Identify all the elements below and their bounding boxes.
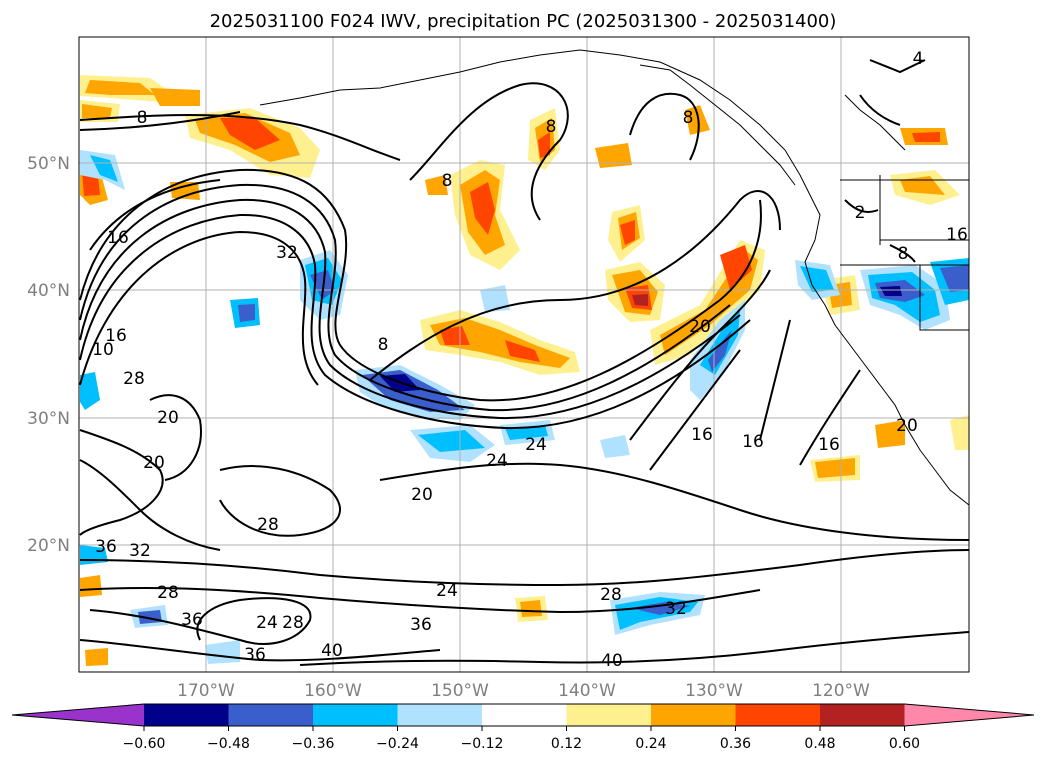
contour-label: 32 [129, 541, 151, 561]
lon-label-160w: 160°W [304, 681, 362, 701]
contour-label: 16 [107, 228, 129, 248]
colorbar-swatch [144, 704, 229, 726]
contour-label: 8 [546, 117, 557, 137]
contour-label: 8 [442, 171, 453, 191]
lat-axis: 50°N 40°N 30°N 20°N [27, 154, 70, 556]
lat-label-40n: 40°N [27, 281, 70, 301]
contour-label: 32 [665, 599, 687, 619]
contour-label: 4 [913, 49, 924, 69]
contour-label: 20 [411, 485, 433, 505]
colorbar-swatch [397, 704, 482, 726]
map-frame [78, 36, 970, 673]
colorbar-swatch [566, 704, 651, 726]
contour-label: 16 [818, 435, 840, 455]
colorbar-tick-label: 0.48 [804, 736, 835, 752]
colorbar-swatch [820, 704, 905, 726]
contour-label: 24 [486, 451, 508, 471]
contour-label: 8 [378, 335, 389, 355]
contour-label: 36 [410, 615, 432, 635]
lon-label-170w: 170°W [177, 681, 235, 701]
colorbar-tick-label: −0.12 [461, 736, 504, 752]
colorbar-swatch [904, 704, 1034, 726]
gridlines [79, 37, 969, 672]
contour-label: 20 [157, 408, 179, 428]
lon-label-150w: 150°W [431, 681, 489, 701]
contour-label: 16 [742, 432, 764, 452]
contour-label: 2 [855, 203, 866, 223]
lon-label-130w: 130°W [685, 681, 743, 701]
lat-label-50n: 50°N [27, 154, 70, 174]
lon-label-120w: 120°W [812, 681, 870, 701]
colorbar-tick-label: −0.48 [207, 736, 250, 752]
colorbar-swatch [313, 704, 398, 726]
colorbar-swatch [12, 704, 144, 726]
contour-label: 36 [95, 537, 117, 557]
colorbar-swatch [735, 704, 820, 726]
contour-label: 20 [689, 317, 711, 337]
colorbar-tick-label: −0.36 [292, 736, 335, 752]
colorbar-tick-label: 0.60 [889, 736, 920, 752]
lat-label-30n: 30°N [27, 409, 70, 429]
contour-label: 20 [143, 453, 165, 473]
contour-label: 28 [123, 369, 145, 389]
colorbar-tick-label: 0.12 [551, 736, 582, 752]
contour-label: 20 [896, 416, 918, 436]
lon-axis: 170°W 160°W 150°W 140°W 130°W 120°W [177, 681, 870, 701]
colorbar-swatch [228, 704, 313, 726]
colorbar-tick-label: 0.36 [720, 736, 751, 752]
contour-label: 8 [898, 244, 909, 264]
map-title: 2025031100 F024 IWV, precipitation PC (2… [210, 11, 837, 32]
colorbar-swatch [651, 704, 736, 726]
contour-label: 36 [244, 645, 266, 665]
contour-label: 40 [601, 651, 623, 671]
contour-labels: 4 8 8 8 8 8 8 16 16 16 16 16 16 20 20 20… [92, 49, 968, 671]
iwv-contours [79, 59, 969, 666]
contour-label: 24 [525, 435, 547, 455]
colorbar-swatch [482, 704, 567, 726]
contour-label: 28 [600, 585, 622, 605]
contour-label: 32 [276, 243, 298, 263]
contour-label: 28 [257, 515, 279, 535]
contour-label: 16 [105, 326, 127, 346]
contour-label: 16 [691, 425, 713, 445]
colorbar-tick-label: −0.24 [376, 736, 419, 752]
coastlines [259, 49, 969, 506]
contour-label: 40 [321, 641, 343, 661]
colorbar-tick-label: 0.24 [635, 736, 666, 752]
contour-label: 24 [436, 581, 458, 601]
contour-label: 8 [137, 108, 148, 128]
contour-label: 28 [157, 583, 179, 603]
lon-label-140w: 140°W [558, 681, 616, 701]
lat-label-20n: 20°N [27, 536, 70, 556]
map-panel: 4 8 8 8 8 8 8 16 16 16 16 16 16 20 20 20… [79, 37, 969, 672]
contour-label: 28 [282, 613, 304, 633]
contour-label: 24 [256, 613, 278, 633]
contour-label: 10 [92, 340, 114, 360]
contour-label: 16 [946, 225, 968, 245]
colorbar: −0.60 −0.48 −0.36 −0.24 −0.12 0.12 0.24 … [11, 703, 1035, 752]
colorbar-tick-label: −0.60 [123, 736, 166, 752]
contour-label: 36 [181, 610, 203, 630]
contour-label: 8 [683, 108, 694, 128]
